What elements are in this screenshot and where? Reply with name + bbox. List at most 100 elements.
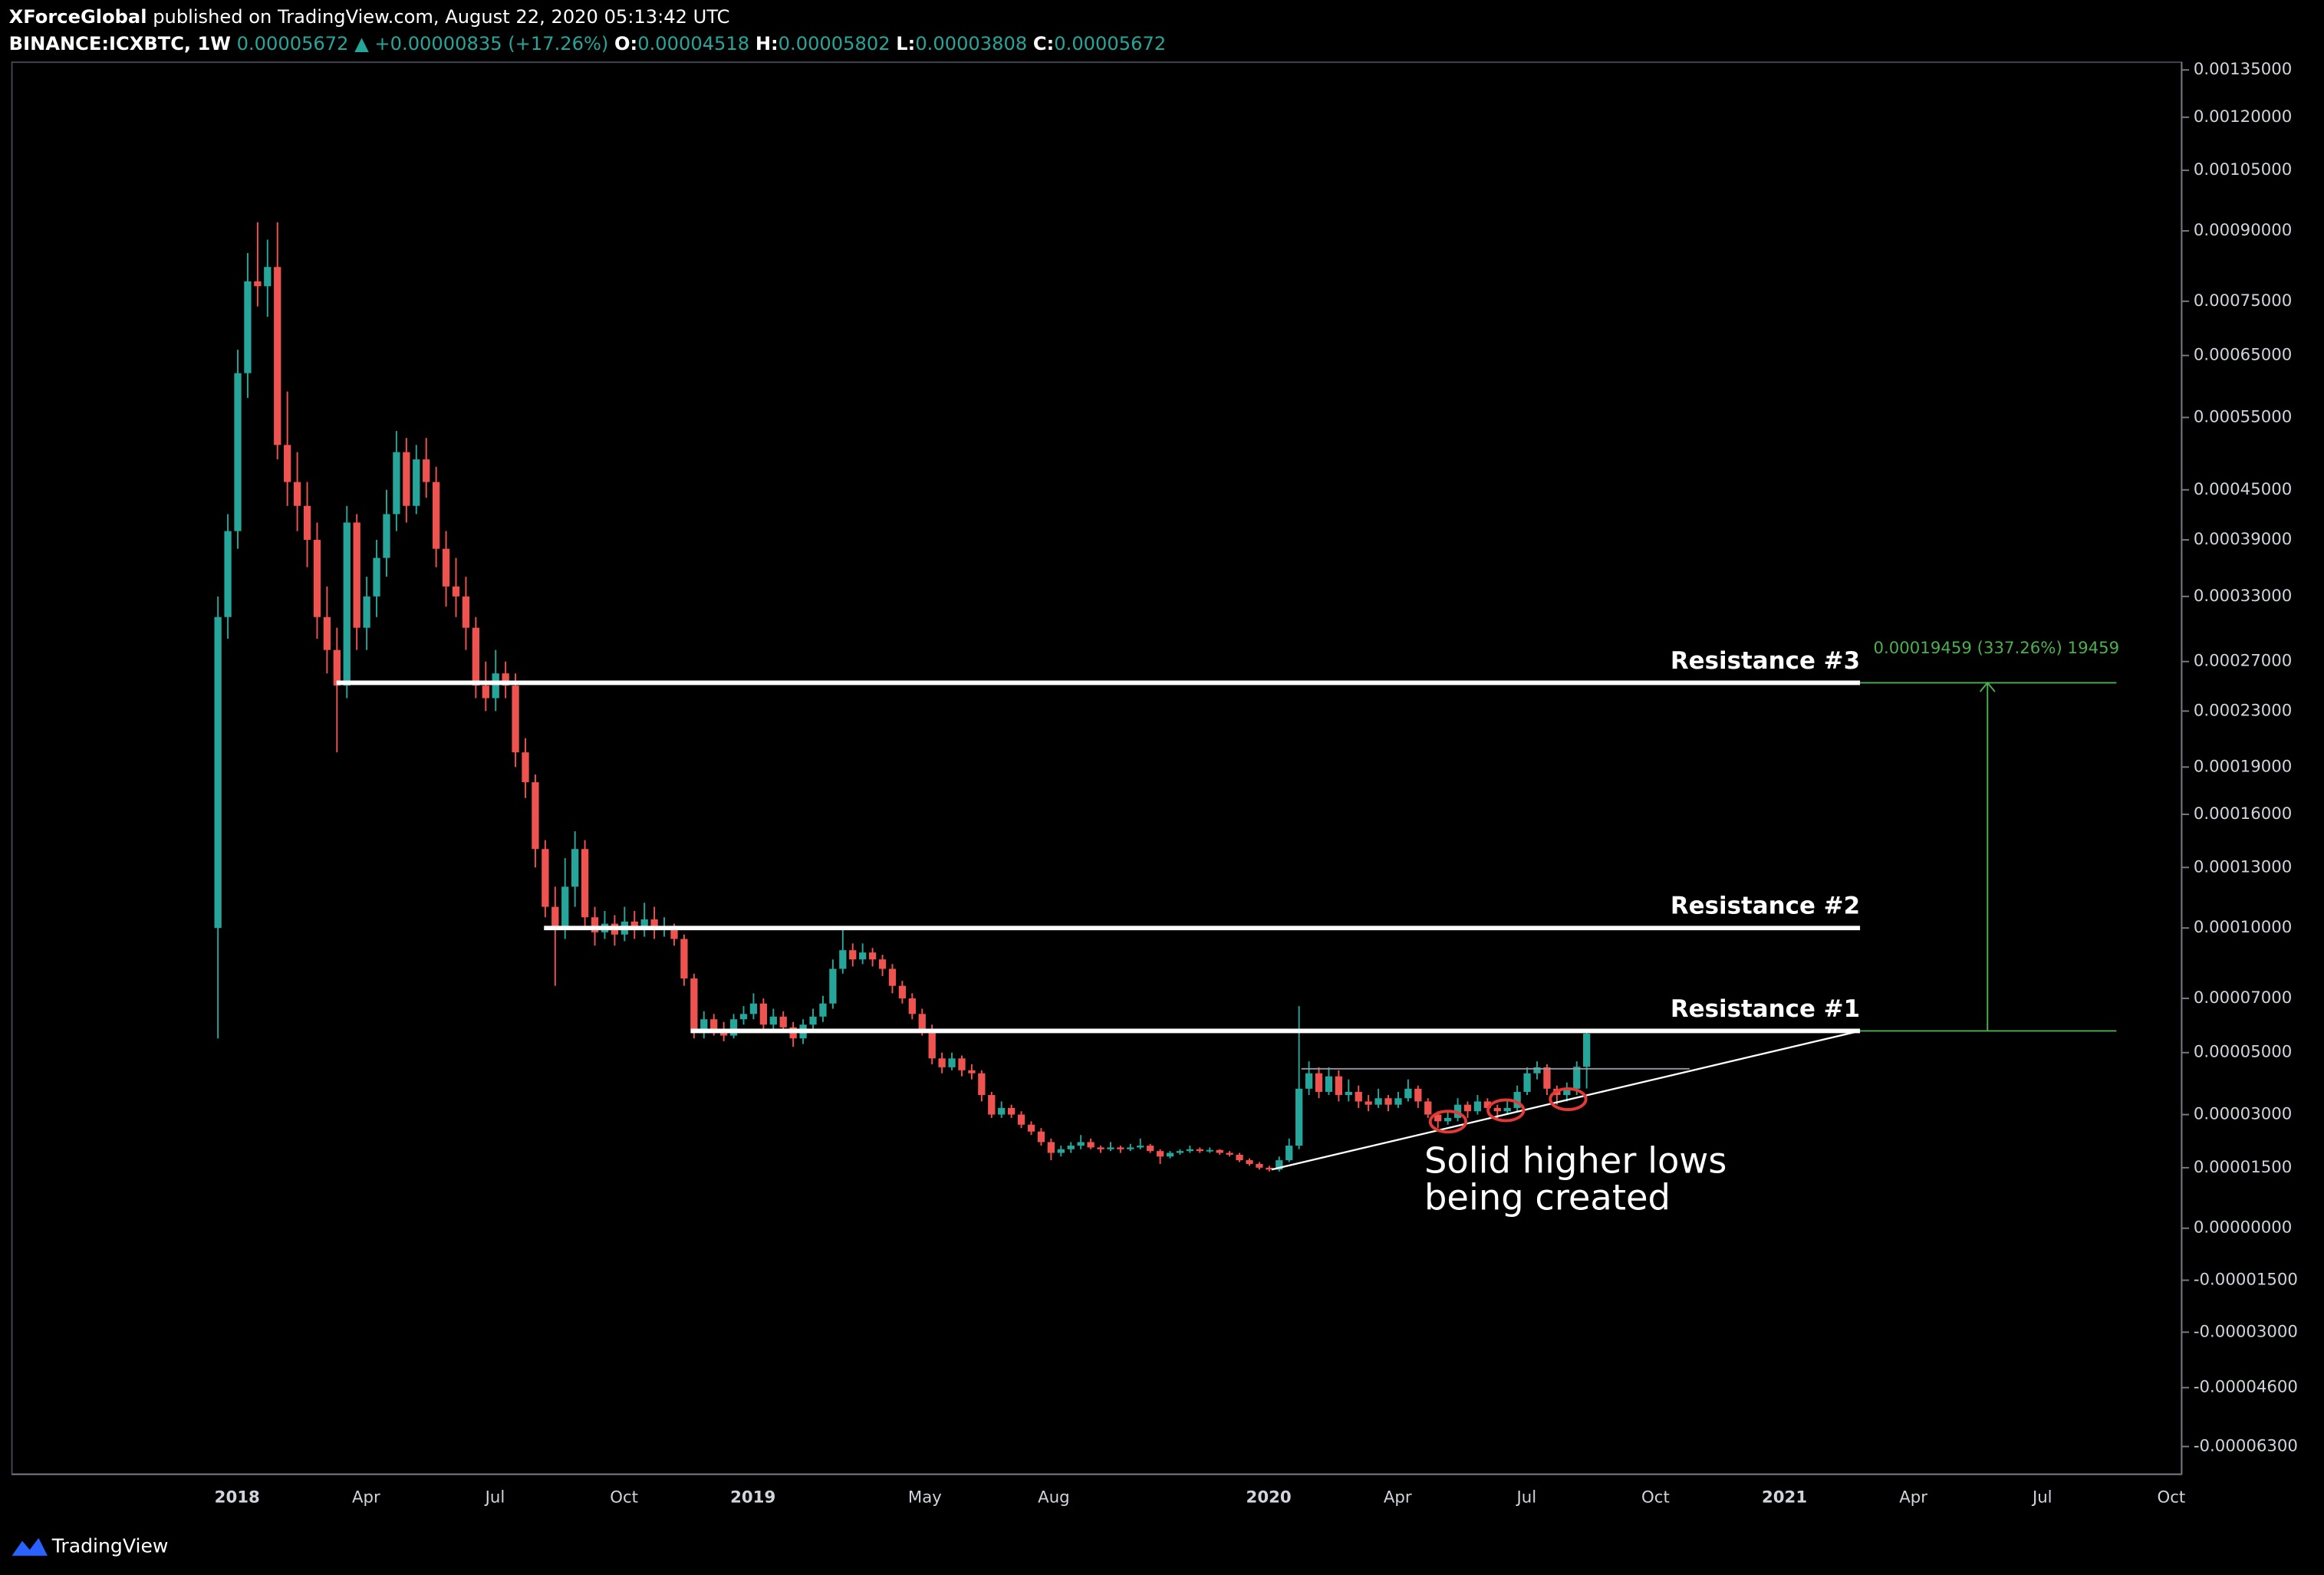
candle-body bbox=[988, 1095, 996, 1115]
candle-body bbox=[214, 617, 222, 929]
candle-body bbox=[888, 968, 897, 986]
candle-body bbox=[581, 849, 589, 918]
measure-label: 0.00019459 (337.26%) 19459 bbox=[1873, 639, 2119, 658]
x-tick-label: Oct bbox=[610, 1488, 638, 1508]
candle-body bbox=[670, 928, 678, 939]
candle-body bbox=[1345, 1091, 1352, 1096]
candle-body bbox=[1067, 1146, 1075, 1149]
candle-body bbox=[264, 267, 272, 287]
candle-body bbox=[224, 531, 232, 617]
y-tick-label: 0.00019000 bbox=[2194, 757, 2292, 776]
higher-low-marker bbox=[1428, 1110, 1468, 1134]
y-tick-label: 0.00000000 bbox=[2194, 1218, 2292, 1238]
open: 0.00004518 bbox=[637, 33, 749, 54]
x-tick-label: 2019 bbox=[730, 1488, 775, 1508]
y-tick-label: 0.00045000 bbox=[2194, 480, 2292, 499]
candle-body bbox=[1037, 1131, 1045, 1143]
candle-body bbox=[1493, 1107, 1501, 1112]
candle-body bbox=[769, 1016, 777, 1025]
x-tick-label: May bbox=[908, 1488, 942, 1508]
candle-body bbox=[403, 452, 410, 506]
close-label: C: bbox=[1033, 33, 1054, 54]
x-tick-label: Apr bbox=[1899, 1488, 1927, 1508]
candle-body bbox=[1166, 1152, 1174, 1157]
candle-body bbox=[1196, 1149, 1203, 1152]
open-label: O: bbox=[614, 33, 637, 54]
candle-body bbox=[1543, 1067, 1551, 1089]
candle-body bbox=[452, 586, 460, 597]
low: 0.00003808 bbox=[915, 33, 1027, 54]
candle-body bbox=[948, 1058, 956, 1067]
candle-body bbox=[1305, 1073, 1313, 1089]
y-tick-label: 0.00039000 bbox=[2194, 530, 2292, 549]
high-label: H: bbox=[755, 33, 779, 54]
candle-body bbox=[729, 1019, 738, 1036]
candle-body bbox=[1315, 1073, 1323, 1092]
candle-body bbox=[1285, 1146, 1293, 1161]
candle-body bbox=[1047, 1142, 1055, 1153]
y-tick-label: 0.00105000 bbox=[2194, 160, 2292, 179]
candle-body bbox=[1583, 1033, 1591, 1067]
last: 0.00005672 bbox=[237, 33, 349, 54]
candle-body bbox=[522, 752, 529, 783]
candle-body bbox=[640, 919, 648, 931]
candle-body bbox=[492, 673, 499, 699]
candle-body bbox=[809, 1016, 817, 1025]
candle-body bbox=[868, 952, 877, 960]
header-line-1: XForceGlobal published on TradingView.co… bbox=[9, 6, 730, 28]
brand-logo bbox=[12, 1537, 48, 1556]
y-tick-label: -0.00006300 bbox=[2194, 1436, 2298, 1455]
candle-body bbox=[323, 617, 331, 650]
candle-body bbox=[442, 548, 450, 587]
x-tick-label: Apr bbox=[1384, 1488, 1412, 1508]
candle-body bbox=[1206, 1149, 1213, 1152]
y-tick-label: 0.00010000 bbox=[2194, 918, 2292, 937]
candle-body bbox=[968, 1070, 976, 1074]
publisher: XForceGlobal bbox=[9, 6, 147, 28]
candle-body bbox=[1503, 1107, 1511, 1112]
candle-body bbox=[541, 849, 549, 907]
trendline bbox=[1271, 1030, 1861, 1171]
candle-body bbox=[363, 596, 370, 628]
candle-body bbox=[978, 1073, 986, 1096]
y-tick-label: 0.00003000 bbox=[2194, 1105, 2292, 1124]
candle-body bbox=[274, 267, 281, 446]
candle-body bbox=[1156, 1151, 1164, 1157]
candle-body bbox=[690, 978, 698, 1033]
y-tick-label: 0.00016000 bbox=[2194, 804, 2292, 824]
candle-body bbox=[532, 782, 539, 850]
note-line: being created bbox=[1424, 1177, 1671, 1218]
candle-body bbox=[502, 673, 509, 686]
candle-body bbox=[908, 998, 916, 1014]
candle-body bbox=[1523, 1073, 1531, 1092]
x-tick-label: Jul bbox=[484, 1488, 505, 1508]
candle-body bbox=[1107, 1147, 1114, 1149]
candle-body bbox=[680, 939, 688, 979]
candle-body bbox=[878, 959, 887, 969]
candle-body bbox=[343, 522, 351, 686]
candle-body bbox=[700, 1019, 708, 1033]
y-tick-label: 0.00135000 bbox=[2194, 60, 2292, 79]
y-tick-label: 0.00033000 bbox=[2194, 587, 2292, 606]
high: 0.00005802 bbox=[779, 33, 890, 54]
candle-body bbox=[1117, 1147, 1124, 1149]
resistance-label: Resistance #1 bbox=[1671, 995, 1860, 1023]
y-tick-label: 0.00001500 bbox=[2194, 1158, 2292, 1177]
candle-body bbox=[234, 373, 242, 531]
candle-body bbox=[383, 514, 390, 558]
candle-body bbox=[551, 906, 559, 929]
candle-body bbox=[1137, 1146, 1144, 1148]
header-line-2: BINANCE:ICXBTC, 1W 0.00005672 ▲ +0.00000… bbox=[9, 33, 1167, 54]
candle-body bbox=[1236, 1154, 1243, 1161]
candle-body bbox=[254, 281, 262, 287]
candle-body bbox=[759, 1003, 768, 1025]
y-tick-label: 0.00120000 bbox=[2194, 107, 2292, 127]
candle-body bbox=[413, 459, 420, 506]
y-tick-label: 0.00013000 bbox=[2194, 857, 2292, 876]
candle-body bbox=[1434, 1114, 1442, 1122]
candle-body bbox=[1295, 1088, 1303, 1146]
candle-body bbox=[591, 917, 599, 932]
candle-body bbox=[244, 281, 252, 373]
candle-body bbox=[373, 557, 380, 597]
